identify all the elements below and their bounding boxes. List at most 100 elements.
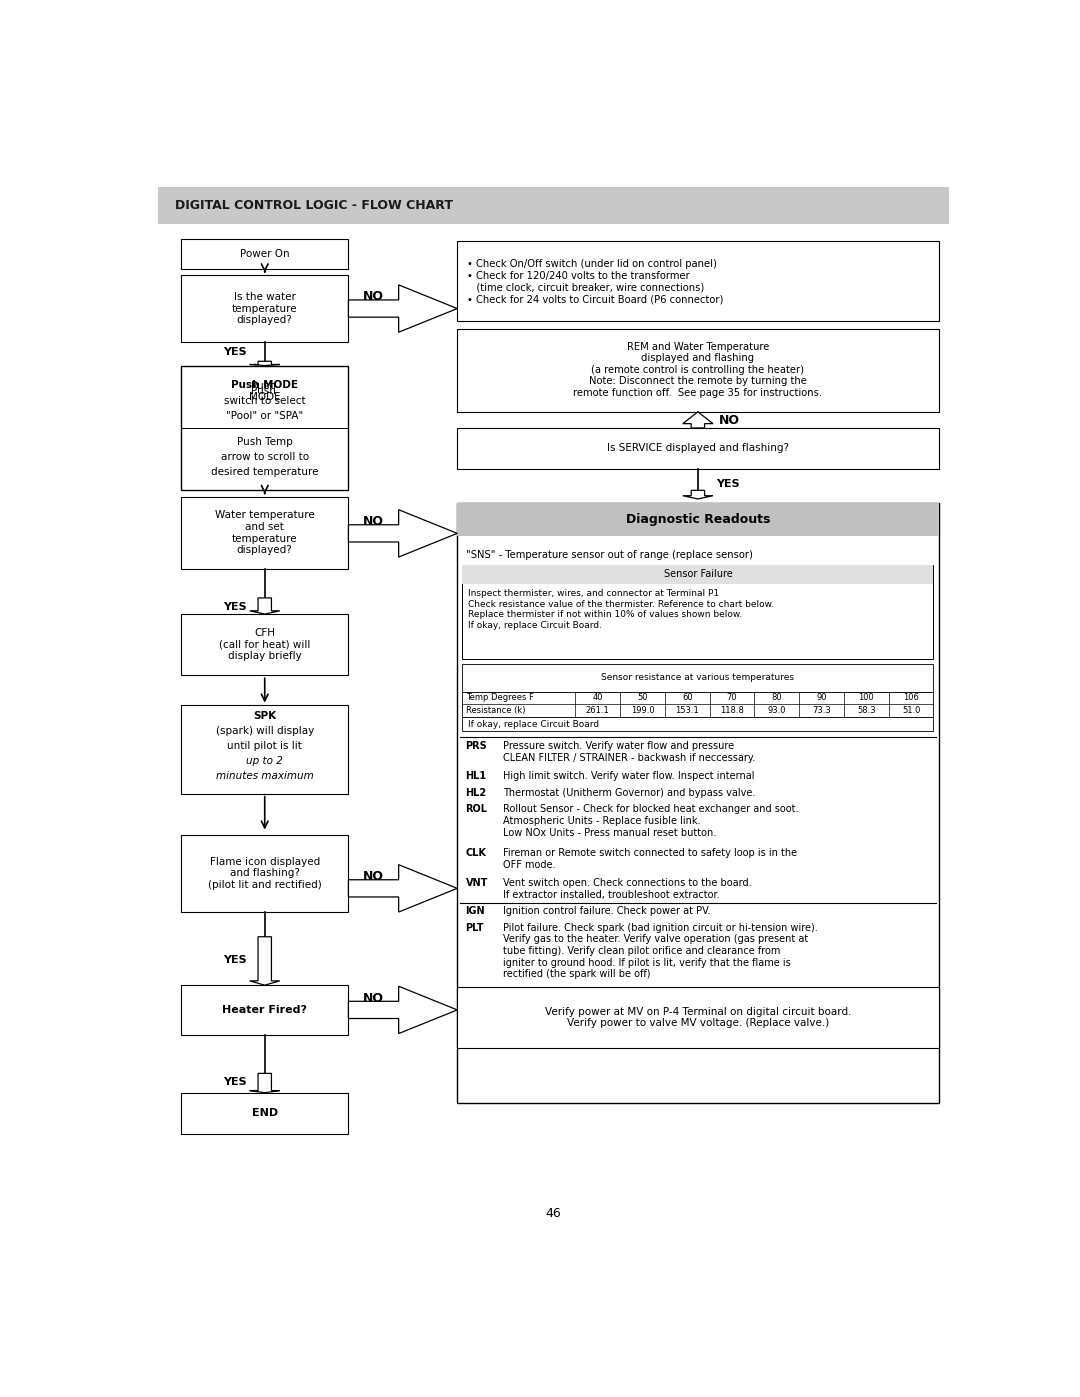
Text: 106: 106 — [903, 693, 919, 703]
Text: If okay, replace Circuit Board: If okay, replace Circuit Board — [468, 721, 599, 729]
Text: YES: YES — [222, 346, 246, 356]
Text: Flame icon displayed
and flashing?
(pilot lit and rectified): Flame icon displayed and flashing? (pilo… — [207, 856, 322, 890]
Bar — [462, 564, 933, 584]
Text: (spark) will display: (spark) will display — [216, 726, 314, 736]
Text: Ignition control failure. Check power at PV.: Ignition control failure. Check power at… — [503, 907, 711, 916]
Text: High limit switch. Verify water flow. Inspect internal: High limit switch. Verify water flow. In… — [503, 771, 755, 781]
Text: "SNS" - Temperature sensor out of range (replace sensor): "SNS" - Temperature sensor out of range … — [465, 550, 753, 560]
Bar — [181, 985, 349, 1035]
Text: Pilot failure. Check spark (bad ignition circuit or hi-tension wire).
Verify gas: Pilot failure. Check spark (bad ignition… — [503, 923, 818, 979]
Bar — [181, 366, 349, 490]
Bar — [457, 427, 939, 469]
Text: Pressure switch. Verify water flow and pressure
CLEAN FILTER / STRAINER - backwa: Pressure switch. Verify water flow and p… — [503, 740, 756, 763]
Text: Inspect thermister, wires, and connector at Terminal P1
Check resistance value o: Inspect thermister, wires, and connector… — [468, 590, 774, 630]
Polygon shape — [249, 937, 280, 985]
Polygon shape — [349, 510, 457, 557]
Text: 261.1: 261.1 — [585, 707, 609, 715]
Text: 93.0: 93.0 — [768, 707, 786, 715]
Text: YES: YES — [222, 1077, 246, 1087]
Bar — [462, 564, 933, 659]
Text: minutes maximum: minutes maximum — [216, 771, 313, 781]
Text: Fireman or Remote switch connected to safety loop is in the
OFF mode.: Fireman or Remote switch connected to sa… — [503, 848, 797, 869]
Bar — [457, 330, 939, 412]
Polygon shape — [249, 362, 280, 366]
Text: 199.0: 199.0 — [631, 707, 654, 715]
Text: 100: 100 — [859, 693, 874, 703]
Text: Temp Degrees F: Temp Degrees F — [467, 693, 535, 703]
Text: Push MODE: Push MODE — [231, 380, 298, 390]
Bar — [457, 503, 939, 535]
Text: Vent switch open. Check connections to the board.
If extractor installed, troubl: Vent switch open. Check connections to t… — [503, 879, 752, 900]
Bar — [457, 240, 939, 321]
Text: NO: NO — [363, 515, 384, 528]
Text: until pilot is lit: until pilot is lit — [227, 742, 302, 752]
Bar — [462, 664, 933, 692]
Polygon shape — [349, 986, 457, 1034]
Text: PLT: PLT — [465, 923, 484, 933]
Text: NO: NO — [363, 291, 384, 303]
Bar — [181, 497, 349, 569]
Bar — [181, 834, 349, 912]
Text: CLK: CLK — [465, 848, 487, 858]
Text: Push Temp: Push Temp — [237, 437, 293, 447]
Text: YES: YES — [222, 956, 246, 965]
Text: Diagnostic Readouts: Diagnostic Readouts — [625, 513, 770, 525]
Text: HL1: HL1 — [465, 771, 487, 781]
Text: HL2: HL2 — [465, 788, 487, 798]
Text: IGN: IGN — [465, 907, 485, 916]
Text: "Pool" or "SPA": "Pool" or "SPA" — [226, 411, 303, 420]
Bar — [181, 275, 349, 342]
Bar — [181, 615, 349, 675]
Text: YES: YES — [222, 602, 246, 612]
Text: Rollout Sensor - Check for blocked heat exchanger and soot.
Atmospheric Units - : Rollout Sensor - Check for blocked heat … — [503, 805, 799, 838]
Text: 153.1: 153.1 — [675, 707, 699, 715]
Bar — [457, 503, 939, 1104]
Text: 40: 40 — [593, 693, 603, 703]
Text: NO: NO — [363, 992, 384, 1004]
Text: CFH
(call for heat) will
display briefly: CFH (call for heat) will display briefly — [219, 629, 310, 661]
Bar — [181, 1092, 349, 1133]
Text: NO: NO — [363, 870, 384, 883]
Text: 60: 60 — [681, 693, 692, 703]
Text: Power On: Power On — [240, 249, 289, 258]
Text: switch to select: switch to select — [224, 397, 306, 407]
Text: • Check On/Off switch (under lid on control panel)
• Check for 120/240 volts to : • Check On/Off switch (under lid on cont… — [468, 260, 724, 305]
Text: 58.3: 58.3 — [858, 707, 876, 715]
Text: 80: 80 — [771, 693, 782, 703]
Text: Verify power at MV on P-4 Terminal on digital circuit board.
Verify power to val: Verify power at MV on P-4 Terminal on di… — [544, 1007, 851, 1028]
Polygon shape — [249, 1073, 280, 1092]
Text: 73.3: 73.3 — [812, 707, 831, 715]
Text: Sensor resistance at various temperatures: Sensor resistance at various temperature… — [602, 673, 795, 682]
Bar — [159, 187, 948, 224]
Text: NO: NO — [719, 414, 740, 427]
Text: Thermostat (Unitherm Governor) and bypass valve.: Thermostat (Unitherm Governor) and bypas… — [503, 788, 756, 798]
Text: DIGITAL CONTROL LOGIC - FLOW CHART: DIGITAL CONTROL LOGIC - FLOW CHART — [175, 198, 454, 212]
Text: 70: 70 — [727, 693, 738, 703]
Bar — [462, 692, 933, 717]
Text: REM and Water Temperature
displayed and flashing
(a remote control is controllin: REM and Water Temperature displayed and … — [573, 342, 823, 398]
Text: desired temperature: desired temperature — [211, 467, 319, 476]
Text: PRS: PRS — [465, 740, 487, 752]
Text: up to 2: up to 2 — [246, 756, 283, 767]
Text: END: END — [252, 1108, 278, 1118]
Text: Heater Fired?: Heater Fired? — [222, 1004, 307, 1014]
Text: 51.0: 51.0 — [902, 707, 920, 715]
Bar — [462, 717, 933, 731]
Bar — [181, 239, 349, 268]
Text: Water temperature
and set
temperature
displayed?: Water temperature and set temperature di… — [215, 510, 314, 555]
Polygon shape — [683, 490, 713, 499]
Bar — [181, 705, 349, 793]
Polygon shape — [349, 285, 457, 332]
Text: Push 
MODE: Push MODE — [248, 380, 281, 402]
Text: arrow to scroll to: arrow to scroll to — [220, 453, 309, 462]
Bar — [457, 988, 939, 1048]
Text: Push: Push — [251, 387, 279, 397]
Text: Resistance (k): Resistance (k) — [467, 707, 526, 715]
Polygon shape — [683, 412, 713, 427]
Polygon shape — [249, 598, 280, 615]
Text: Is the water
temperature
displayed?: Is the water temperature displayed? — [232, 292, 298, 326]
Text: SPK: SPK — [253, 711, 276, 721]
Polygon shape — [349, 865, 457, 912]
Text: 90: 90 — [816, 693, 827, 703]
Text: VNT: VNT — [465, 879, 488, 888]
